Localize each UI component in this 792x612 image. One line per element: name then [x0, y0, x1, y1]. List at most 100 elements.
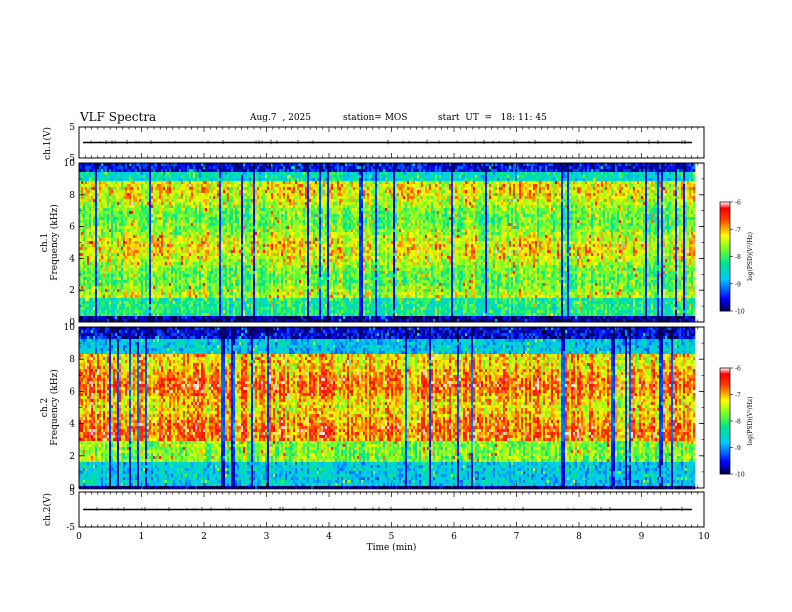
ch1-spectrogram-cell [239, 208, 242, 212]
ch1-spectrogram-cell [139, 316, 142, 320]
ch1-spectrogram-cell [241, 292, 244, 296]
ch1-spectrogram-cell [239, 181, 242, 185]
ch1-spectrogram-cell [259, 196, 262, 200]
ch1-spectrogram-cell [209, 301, 212, 305]
ch1-spectrogram-cell [93, 196, 96, 200]
ch1-spectrogram-cell [111, 316, 114, 320]
ch1-spectrogram-cell [133, 289, 136, 293]
ch1-spectrogram-cell [161, 256, 164, 260]
ch1-spectrogram-cell [255, 217, 258, 221]
ch1-spectrogram-cell [259, 214, 262, 218]
ch1-spectrogram-cell [251, 232, 254, 236]
ch1-spectrogram-cell [99, 169, 102, 173]
ch1-spectrogram-cell [241, 286, 244, 290]
ch1-spectrogram-cell [197, 187, 200, 191]
ch1-spectrogram-cell [203, 289, 206, 293]
ch1-spectrogram-cell [137, 223, 140, 227]
ch1-spectrogram-cell [137, 178, 140, 182]
ch1-spectrogram-cell [249, 274, 252, 278]
ch1-spectrogram-cell [183, 190, 186, 194]
ch1-spectrogram-cell [191, 286, 194, 290]
ch1-spectrogram-cell [115, 295, 118, 299]
ch1-spectrogram-cell [91, 265, 94, 269]
ch1-spectrogram-cell [255, 304, 258, 308]
ch1-spectrogram-cell [221, 259, 224, 263]
ch1-spectrogram-cell [103, 187, 106, 191]
ch1-spectrogram-cell [99, 313, 102, 317]
ch1-spectrogram-cell [221, 277, 224, 281]
ch1-spectrogram-cell [153, 283, 156, 287]
ch1-spectrogram-cell [193, 214, 196, 218]
ch1-spectrogram-cell [185, 316, 188, 320]
ch1-spectrogram-cell [219, 307, 222, 311]
ch1-spectrogram-cell [115, 199, 118, 203]
ch1-spectrogram-cell [111, 184, 114, 188]
ch1-spectrogram-cell [107, 250, 110, 254]
ch1-spectrogram-cell [83, 214, 86, 218]
ch1-spectrogram-cell [217, 202, 220, 206]
ch1-spectrogram-cell [113, 304, 116, 308]
ch1-spectrogram-cell [165, 199, 168, 203]
ch1-spectrogram-cell [103, 166, 106, 170]
ch1-spectrogram-cell [147, 166, 150, 170]
ch1-spectrogram-cell [189, 256, 192, 260]
ch1-spectrogram-cell [209, 298, 212, 302]
ch1-spectrogram-cell [147, 289, 150, 293]
ch1-spectrogram-cell [233, 220, 236, 224]
ch1-spectrogram-cell [119, 196, 122, 200]
ch1-spectrogram-cell [233, 232, 236, 236]
ch1-spectrogram-cell [217, 214, 220, 218]
ch1-spectrogram-cell [111, 202, 114, 206]
ch1-spectrogram-cell [129, 316, 132, 320]
ch1-spectrogram-cell [165, 220, 168, 224]
ch1-spectrogram-cell [211, 238, 214, 242]
ch1-spectrogram-cell [227, 220, 230, 224]
ch1-spectrogram-cell [223, 289, 226, 293]
ch1-spectrogram-cell [249, 190, 252, 194]
ch1-spectrogram-cell [163, 220, 166, 224]
ch1-spectrogram-cell [185, 310, 188, 314]
ch1-spectrogram-cell [229, 259, 232, 263]
ch1-spectrogram-cell [89, 259, 92, 263]
ch1-spectrogram-cell [97, 172, 100, 176]
ch1-spectrogram-cell [81, 166, 84, 170]
ch1-spectrogram-cell [159, 169, 162, 173]
ch1-spectrogram-cell [159, 202, 162, 206]
ch1-spectrogram-cell [183, 199, 186, 203]
ch1-spectrogram-cell [125, 289, 128, 293]
ch1-spectrogram-cell [91, 196, 94, 200]
ch1-spectrogram-cell [155, 220, 158, 224]
ch1-spectrogram-cell [95, 274, 98, 278]
ch1-spectrogram-cell [235, 313, 238, 317]
ch1-spectrogram-cell [237, 283, 240, 287]
ch1-spectrogram-cell [137, 307, 140, 311]
ch1-spectrogram-cell [225, 271, 228, 275]
ch1-spectrogram-cell [121, 211, 124, 215]
ch1-spectrogram-cell [139, 214, 142, 218]
ch1-spectrogram-cell [223, 220, 226, 224]
ch1-spectrogram-cell [143, 193, 146, 197]
ch1-spectrogram-cell [201, 271, 204, 275]
ch1-spectrogram-cell [161, 268, 164, 272]
ch1-spectrogram-cell [217, 226, 220, 230]
ch1-spectrogram-cell [125, 214, 128, 218]
ch1-spectrogram-cell [103, 196, 106, 200]
ch1-spectrogram-cell [151, 214, 154, 218]
ch1-spectrogram-cell [101, 205, 104, 209]
ch1-spectrogram-cell [151, 304, 154, 308]
ch1-spectrogram-cell [139, 202, 142, 206]
ch1-spectrogram-cell [79, 184, 82, 188]
ch1-spectrogram-cell [105, 232, 108, 236]
ch1-spectrogram-cell [105, 220, 108, 224]
ch1-spectrogram-cell [109, 178, 112, 182]
ch1-spectrogram-cell [213, 316, 216, 320]
ch1-spectrogram-cell [125, 310, 128, 314]
ch1-spectrogram-cell [203, 283, 206, 287]
ch1-spectrogram-cell [233, 178, 236, 182]
ch1-spectrogram-cell [191, 277, 194, 281]
ch1-spectrogram-cell [205, 274, 208, 278]
ch1-spectrogram-cell [159, 295, 162, 299]
ch1-spectrogram-cell [175, 259, 178, 263]
ch1-spectrogram-cell [175, 271, 178, 275]
ch1-spectrogram-cell [145, 304, 148, 308]
